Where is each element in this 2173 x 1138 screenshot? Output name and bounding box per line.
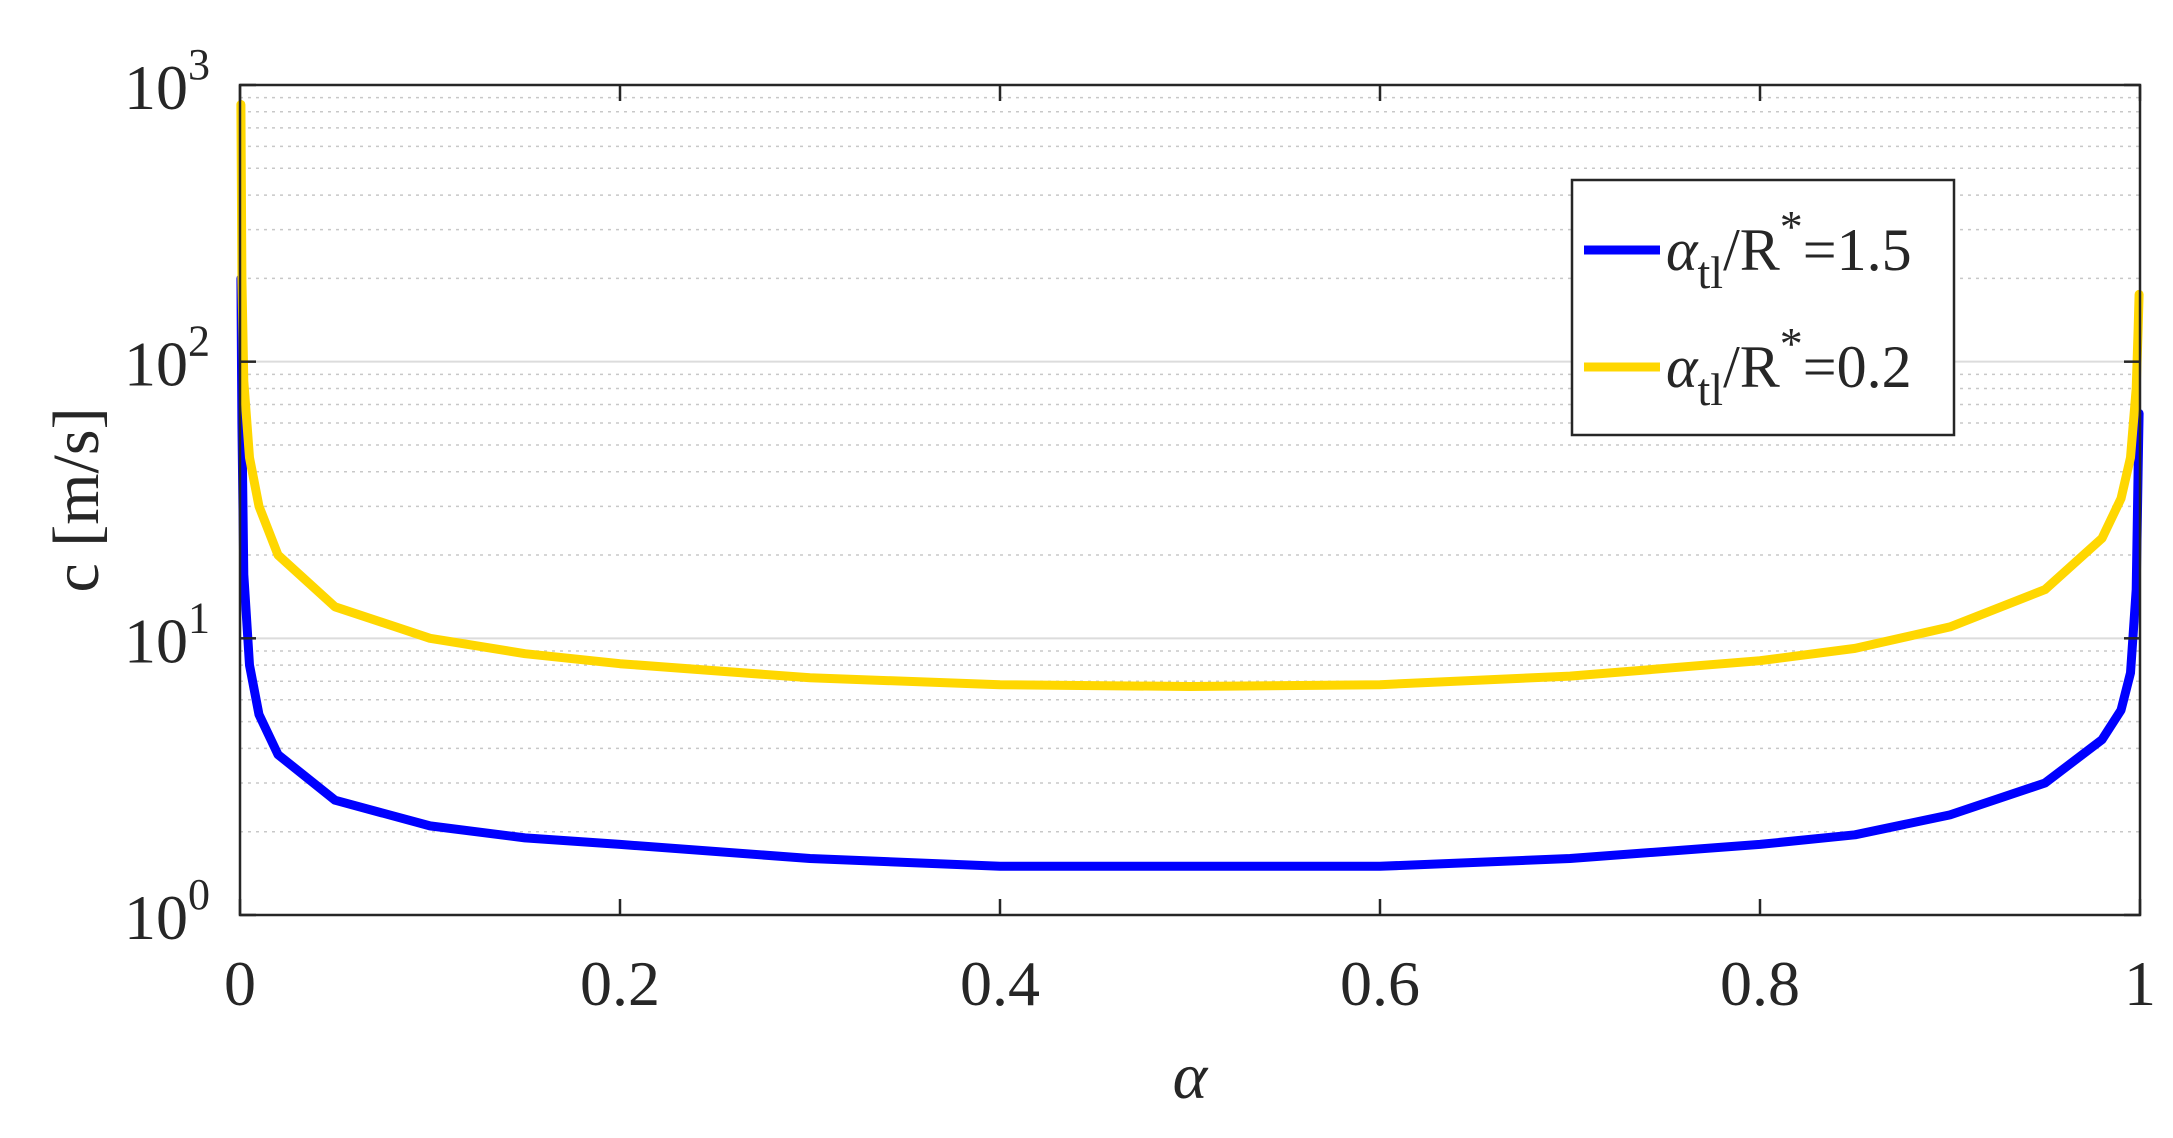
legend-label-2: αtl/R*=0.2 [1666,318,1912,415]
axes-box [238,83,2142,917]
x-tick-label: 0.6 [1340,948,1420,1019]
legend-box [1570,178,1956,437]
tick-layer: 0 0.2 0.4 0.6 0.8 1 100 101 102 103 [124,40,2156,1019]
y-tick-label: 103 [124,40,210,123]
series-line-1 [236,273,2144,871]
series-line-2 [236,100,2144,691]
y-axis-label: c [m/s] [40,407,113,592]
x-tick-label: 1 [2124,948,2156,1019]
legend-label-1: αtl/R*=1.5 [1666,201,1912,298]
x-tick-label: 0.4 [960,948,1040,1019]
y-tick-label: 101 [124,593,210,676]
legend: αtl/R*=1.5 αtl/R*=0.2 [1570,178,1956,437]
y-tick-label: 100 [124,870,210,953]
x-tick-label: 0.2 [580,948,660,1019]
series-layer [236,100,2144,871]
x-axis-label: α [1173,1040,1209,1113]
x-tick-label: 0 [224,948,256,1019]
y-tick-label: 102 [124,317,210,400]
x-tick-label: 0.8 [1720,948,1800,1019]
